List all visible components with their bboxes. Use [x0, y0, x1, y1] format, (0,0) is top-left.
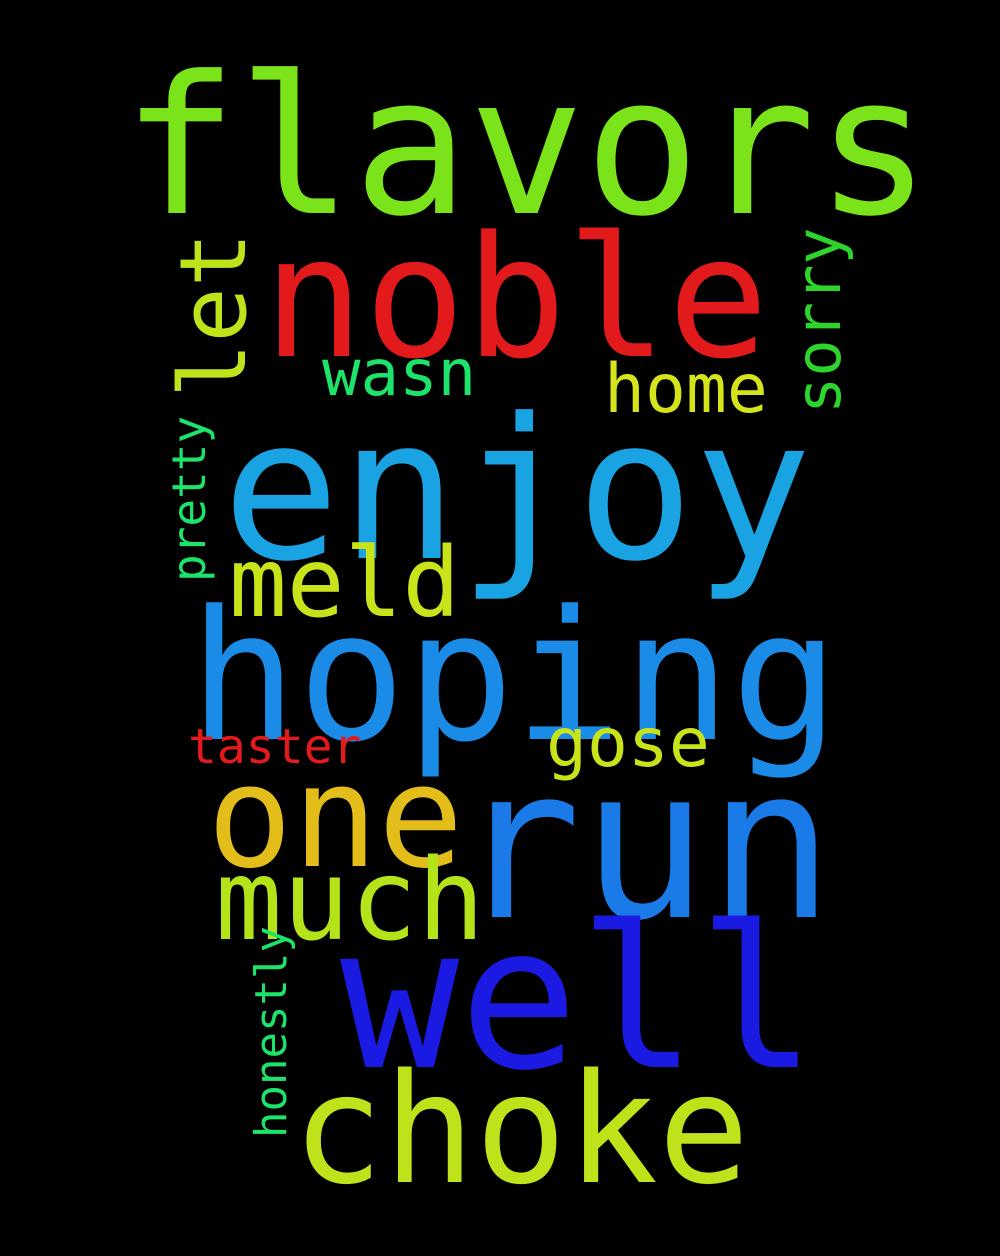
- word-run: run: [455, 722, 835, 967]
- word-wasn: wasn: [322, 337, 477, 411]
- word-gose: gose: [546, 704, 710, 783]
- word-taster: taster: [188, 719, 362, 775]
- word-let: let: [160, 231, 267, 398]
- word-much: much: [215, 836, 485, 966]
- word-honestly: honestly: [246, 926, 297, 1138]
- word-choke: choke: [292, 1041, 750, 1218]
- word-flavors: flavors: [122, 36, 932, 259]
- word-one: one: [207, 735, 464, 900]
- word-meld: meld: [229, 527, 461, 639]
- word-noble: noble: [263, 200, 769, 396]
- word-home: home: [604, 350, 768, 429]
- word-pretty: pretty: [162, 415, 216, 582]
- word-well: well: [340, 883, 817, 1114]
- word-hoping: hoping: [189, 573, 840, 782]
- word-enjoy: enjoy: [222, 377, 813, 605]
